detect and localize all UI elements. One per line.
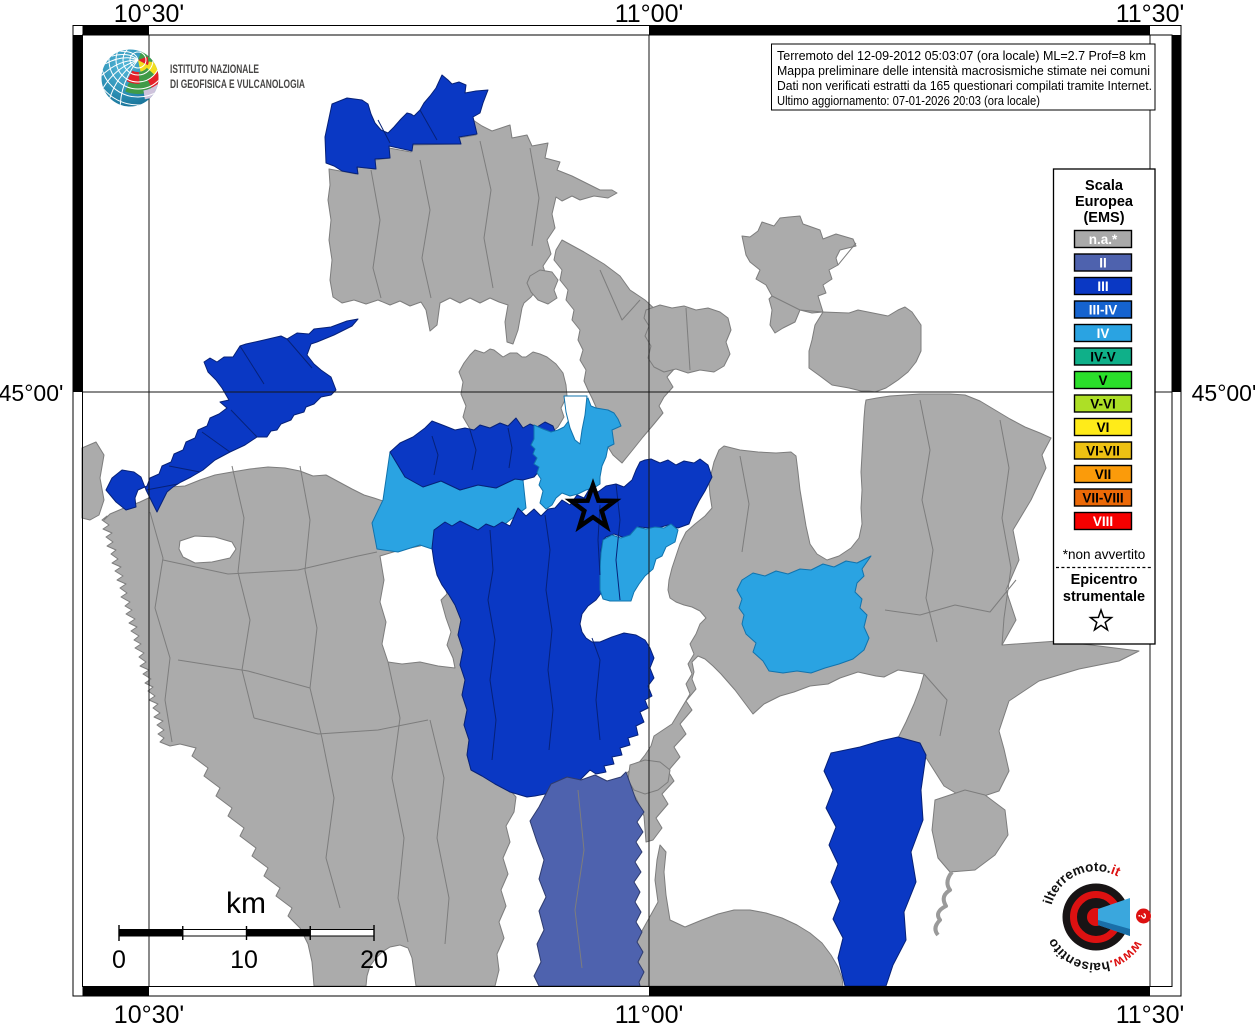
svg-text:VI: VI <box>1097 420 1110 435</box>
svg-text:VIII: VIII <box>1093 514 1113 529</box>
svg-text:?: ? <box>1136 913 1148 920</box>
svg-text:n.a.*: n.a.* <box>1089 232 1118 247</box>
svg-text:Terremoto del 12-09-2012 05:03: Terremoto del 12-09-2012 05:03:07 (ora l… <box>777 49 1146 63</box>
svg-text:DI GEOFISICA E VULCANOLOGIA: DI GEOFISICA E VULCANOLOGIA <box>170 77 305 91</box>
svg-text:0: 0 <box>112 946 126 974</box>
svg-text:(EMS): (EMS) <box>1083 210 1124 226</box>
svg-text:45°00': 45°00' <box>1192 380 1255 406</box>
svg-text:V-VI: V-VI <box>1090 397 1116 412</box>
svg-text:III-IV: III-IV <box>1089 303 1118 318</box>
svg-text:11°00': 11°00' <box>615 0 684 28</box>
svg-text:10°30': 10°30' <box>114 1001 184 1024</box>
svg-text:Scala: Scala <box>1085 178 1124 194</box>
svg-text:III: III <box>1097 279 1108 294</box>
svg-text:10: 10 <box>230 946 258 974</box>
svg-text:11°30': 11°30' <box>1116 0 1185 28</box>
svg-text:km: km <box>226 887 266 920</box>
svg-text:ISTITUTO NAZIONALE: ISTITUTO NAZIONALE <box>170 62 259 76</box>
svg-text:Epicentro: Epicentro <box>1071 572 1138 588</box>
svg-text:Europea: Europea <box>1075 194 1134 210</box>
svg-text:45°00': 45°00' <box>0 380 63 406</box>
svg-text:V: V <box>1098 373 1107 388</box>
svg-text:IV: IV <box>1097 326 1110 341</box>
svg-text:11°30': 11°30' <box>1116 1001 1185 1024</box>
svg-text:20: 20 <box>360 946 388 974</box>
svg-text:10°30': 10°30' <box>114 0 184 28</box>
svg-text:II: II <box>1099 256 1107 271</box>
svg-text:VII-VIII: VII-VIII <box>1082 491 1123 506</box>
svg-text:Ultimo aggiornamento: 07-01-20: Ultimo aggiornamento: 07-01-2026 20:03 (… <box>777 94 1040 108</box>
svg-text:Dati non verificati estratti d: Dati non verificati estratti da 165 ques… <box>777 79 1152 93</box>
svg-text:11°00': 11°00' <box>615 1001 684 1024</box>
svg-text:*non avvertito: *non avvertito <box>1063 547 1146 562</box>
svg-text:IV-V: IV-V <box>1090 350 1116 365</box>
svg-text:VII: VII <box>1095 467 1112 482</box>
svg-text:VI-VII: VI-VII <box>1086 444 1120 459</box>
svg-text:strumentale: strumentale <box>1063 589 1145 605</box>
svg-text:Mappa preliminare delle intens: Mappa preliminare delle intensità macros… <box>777 64 1150 78</box>
